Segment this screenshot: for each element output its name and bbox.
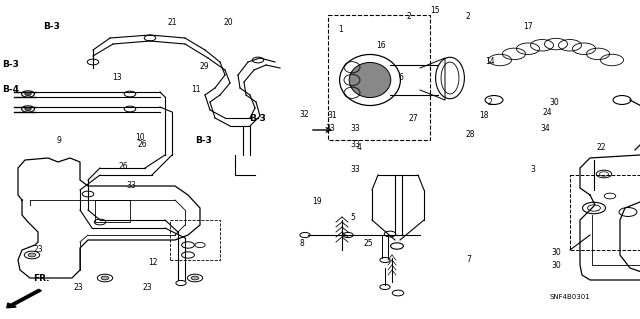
Text: B-4: B-4	[2, 85, 19, 94]
Circle shape	[28, 253, 36, 257]
Text: 18: 18	[479, 111, 488, 120]
Text: 24: 24	[543, 108, 552, 117]
Text: 15: 15	[430, 6, 440, 15]
Text: 21: 21	[168, 19, 177, 27]
Text: 2: 2	[406, 12, 411, 21]
Text: 25: 25	[364, 239, 373, 248]
Text: 26: 26	[118, 162, 128, 171]
Text: 33: 33	[127, 181, 136, 190]
Text: 16: 16	[376, 41, 386, 50]
Text: 19: 19	[312, 197, 322, 206]
Text: 30: 30	[549, 98, 559, 107]
Text: 33: 33	[351, 124, 360, 133]
Text: 33: 33	[351, 140, 360, 149]
Text: 2: 2	[488, 98, 492, 107]
Ellipse shape	[349, 63, 391, 98]
Circle shape	[25, 108, 31, 111]
Text: B-3: B-3	[195, 137, 212, 145]
Text: B-3: B-3	[2, 60, 19, 69]
Text: 11: 11	[191, 85, 200, 94]
Text: 6: 6	[398, 73, 403, 82]
Text: 23: 23	[142, 283, 152, 292]
Text: 9: 9	[56, 137, 61, 145]
Text: 23: 23	[74, 283, 83, 292]
FancyArrow shape	[7, 289, 42, 308]
Text: 26: 26	[138, 140, 147, 149]
Text: FR.: FR.	[33, 274, 50, 283]
Text: 4: 4	[357, 143, 362, 152]
Circle shape	[101, 276, 109, 280]
Text: 27: 27	[408, 114, 418, 123]
Text: 30: 30	[552, 248, 561, 257]
Text: 33: 33	[351, 165, 360, 174]
Text: 3: 3	[530, 165, 535, 174]
Text: 33: 33	[325, 124, 335, 133]
Text: 1: 1	[338, 25, 342, 34]
Text: 12: 12	[148, 258, 158, 267]
Circle shape	[25, 93, 31, 96]
Text: B-3: B-3	[249, 114, 266, 123]
Text: 29: 29	[200, 62, 209, 71]
Text: 5: 5	[351, 213, 356, 222]
Text: 28: 28	[466, 130, 476, 139]
Bar	[170, 220, 220, 260]
Text: 34: 34	[541, 124, 550, 133]
Text: 32: 32	[300, 110, 309, 119]
Text: 8: 8	[300, 239, 304, 248]
Bar	[328, 15, 430, 140]
Text: 14: 14	[485, 57, 495, 66]
Text: 30: 30	[552, 261, 561, 270]
Text: B-3: B-3	[44, 22, 60, 31]
Text: SNF4B0301: SNF4B0301	[549, 294, 590, 300]
Text: 2: 2	[466, 12, 470, 21]
Bar	[570, 175, 640, 250]
Circle shape	[191, 276, 199, 280]
Text: 31: 31	[328, 111, 337, 120]
Text: 13: 13	[112, 73, 122, 82]
Bar	[95, 200, 130, 222]
Text: 23: 23	[33, 245, 43, 254]
Text: 22: 22	[596, 143, 606, 152]
Text: 10: 10	[136, 133, 145, 142]
Text: 7: 7	[466, 255, 471, 263]
Text: 20: 20	[224, 19, 234, 27]
Text: 17: 17	[524, 22, 533, 31]
